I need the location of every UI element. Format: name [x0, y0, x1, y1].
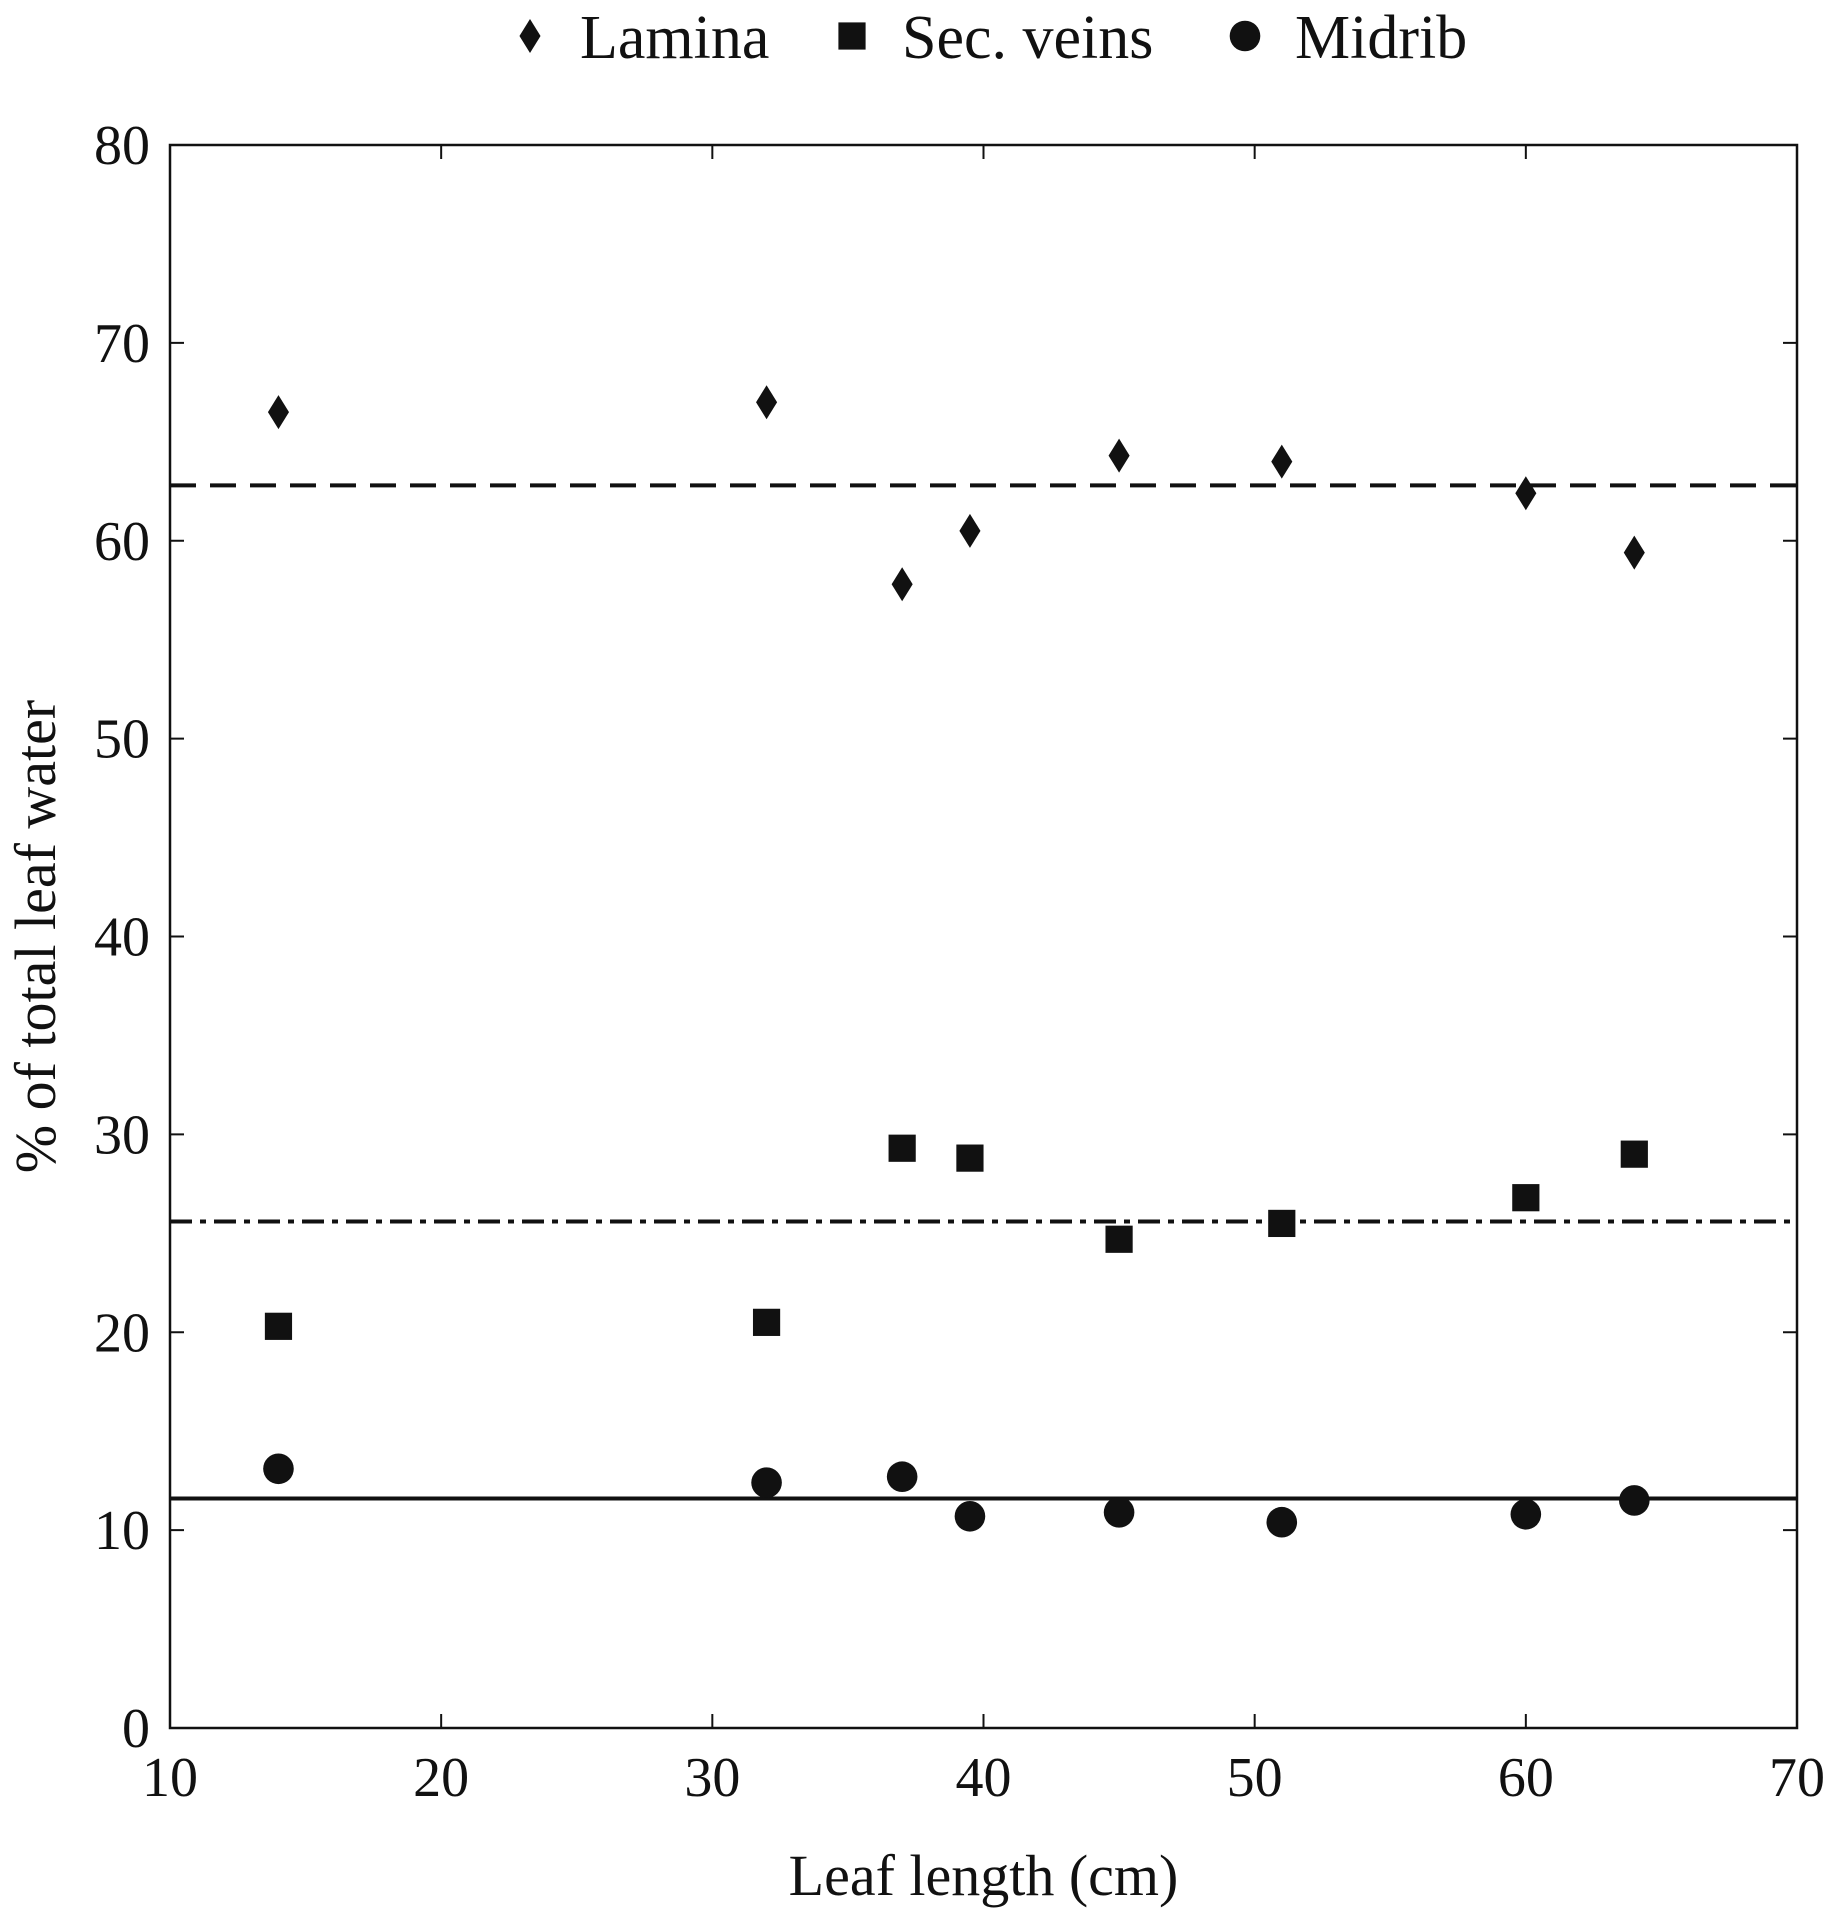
y-tick-label: 30 [94, 1104, 150, 1166]
y-tick-label: 60 [94, 511, 150, 573]
x-tick-label: 30 [684, 1747, 740, 1809]
point-sec-veins [1268, 1209, 1296, 1238]
y-tick-label: 80 [94, 115, 150, 177]
point-sec-veins [264, 1312, 293, 1340]
y-tick-label: 0 [122, 1698, 150, 1760]
point-midrib [751, 1467, 782, 1498]
y-tick-label: 20 [94, 1302, 150, 1364]
point-midrib [1266, 1506, 1298, 1538]
legend: Lamina Sec. veins Midrib [519, 4, 1467, 72]
legend-label-lamina: Lamina [580, 4, 769, 72]
mean-lines [170, 483, 1797, 1501]
legend-marker-lamina [519, 19, 541, 53]
legend-marker-midrib [1229, 20, 1261, 52]
x-tick-label: 20 [413, 1747, 469, 1809]
y-axis-title: % of total leaf water [3, 700, 68, 1173]
point-lamina [756, 385, 778, 420]
x-axis-title: Leaf length (cm) [789, 1843, 1179, 1908]
point-midrib [954, 1500, 986, 1532]
point-lamina [1515, 476, 1537, 511]
point-lamina [891, 567, 913, 602]
x-tick-label: 60 [1498, 1747, 1554, 1809]
point-midrib [263, 1453, 294, 1485]
y-tick-label: 50 [94, 709, 150, 771]
y-tick-label: 70 [94, 313, 150, 375]
y-tick-label: 10 [94, 1500, 150, 1562]
point-sec-veins [888, 1134, 916, 1162]
point-midrib [1619, 1485, 1650, 1516]
legend-marker-sec-veins [838, 22, 866, 50]
point-lamina [1108, 438, 1130, 473]
data-points [263, 385, 1650, 1538]
plot-frame [168, 143, 1799, 1730]
point-sec-veins [1620, 1140, 1648, 1168]
x-tick-label: 40 [956, 1747, 1012, 1809]
legend-label-midrib: Midrib [1295, 4, 1467, 72]
point-sec-veins [1512, 1184, 1540, 1212]
point-midrib [886, 1461, 918, 1492]
point-sec-veins [1105, 1225, 1133, 1253]
point-sec-veins [752, 1308, 781, 1336]
y-tick-label: 40 [94, 907, 150, 969]
point-lamina [267, 395, 290, 430]
x-tick-label: 50 [1227, 1747, 1283, 1809]
point-lamina [1271, 444, 1293, 479]
legend-label-sec-veins: Sec. veins [902, 4, 1153, 72]
x-tick-label: 70 [1769, 1747, 1825, 1809]
x-tick-label: 10 [142, 1747, 198, 1809]
point-midrib [1510, 1498, 1542, 1530]
point-midrib [1103, 1497, 1135, 1528]
point-sec-veins [956, 1144, 984, 1172]
point-lamina [959, 513, 981, 548]
point-lamina [1623, 535, 1645, 570]
